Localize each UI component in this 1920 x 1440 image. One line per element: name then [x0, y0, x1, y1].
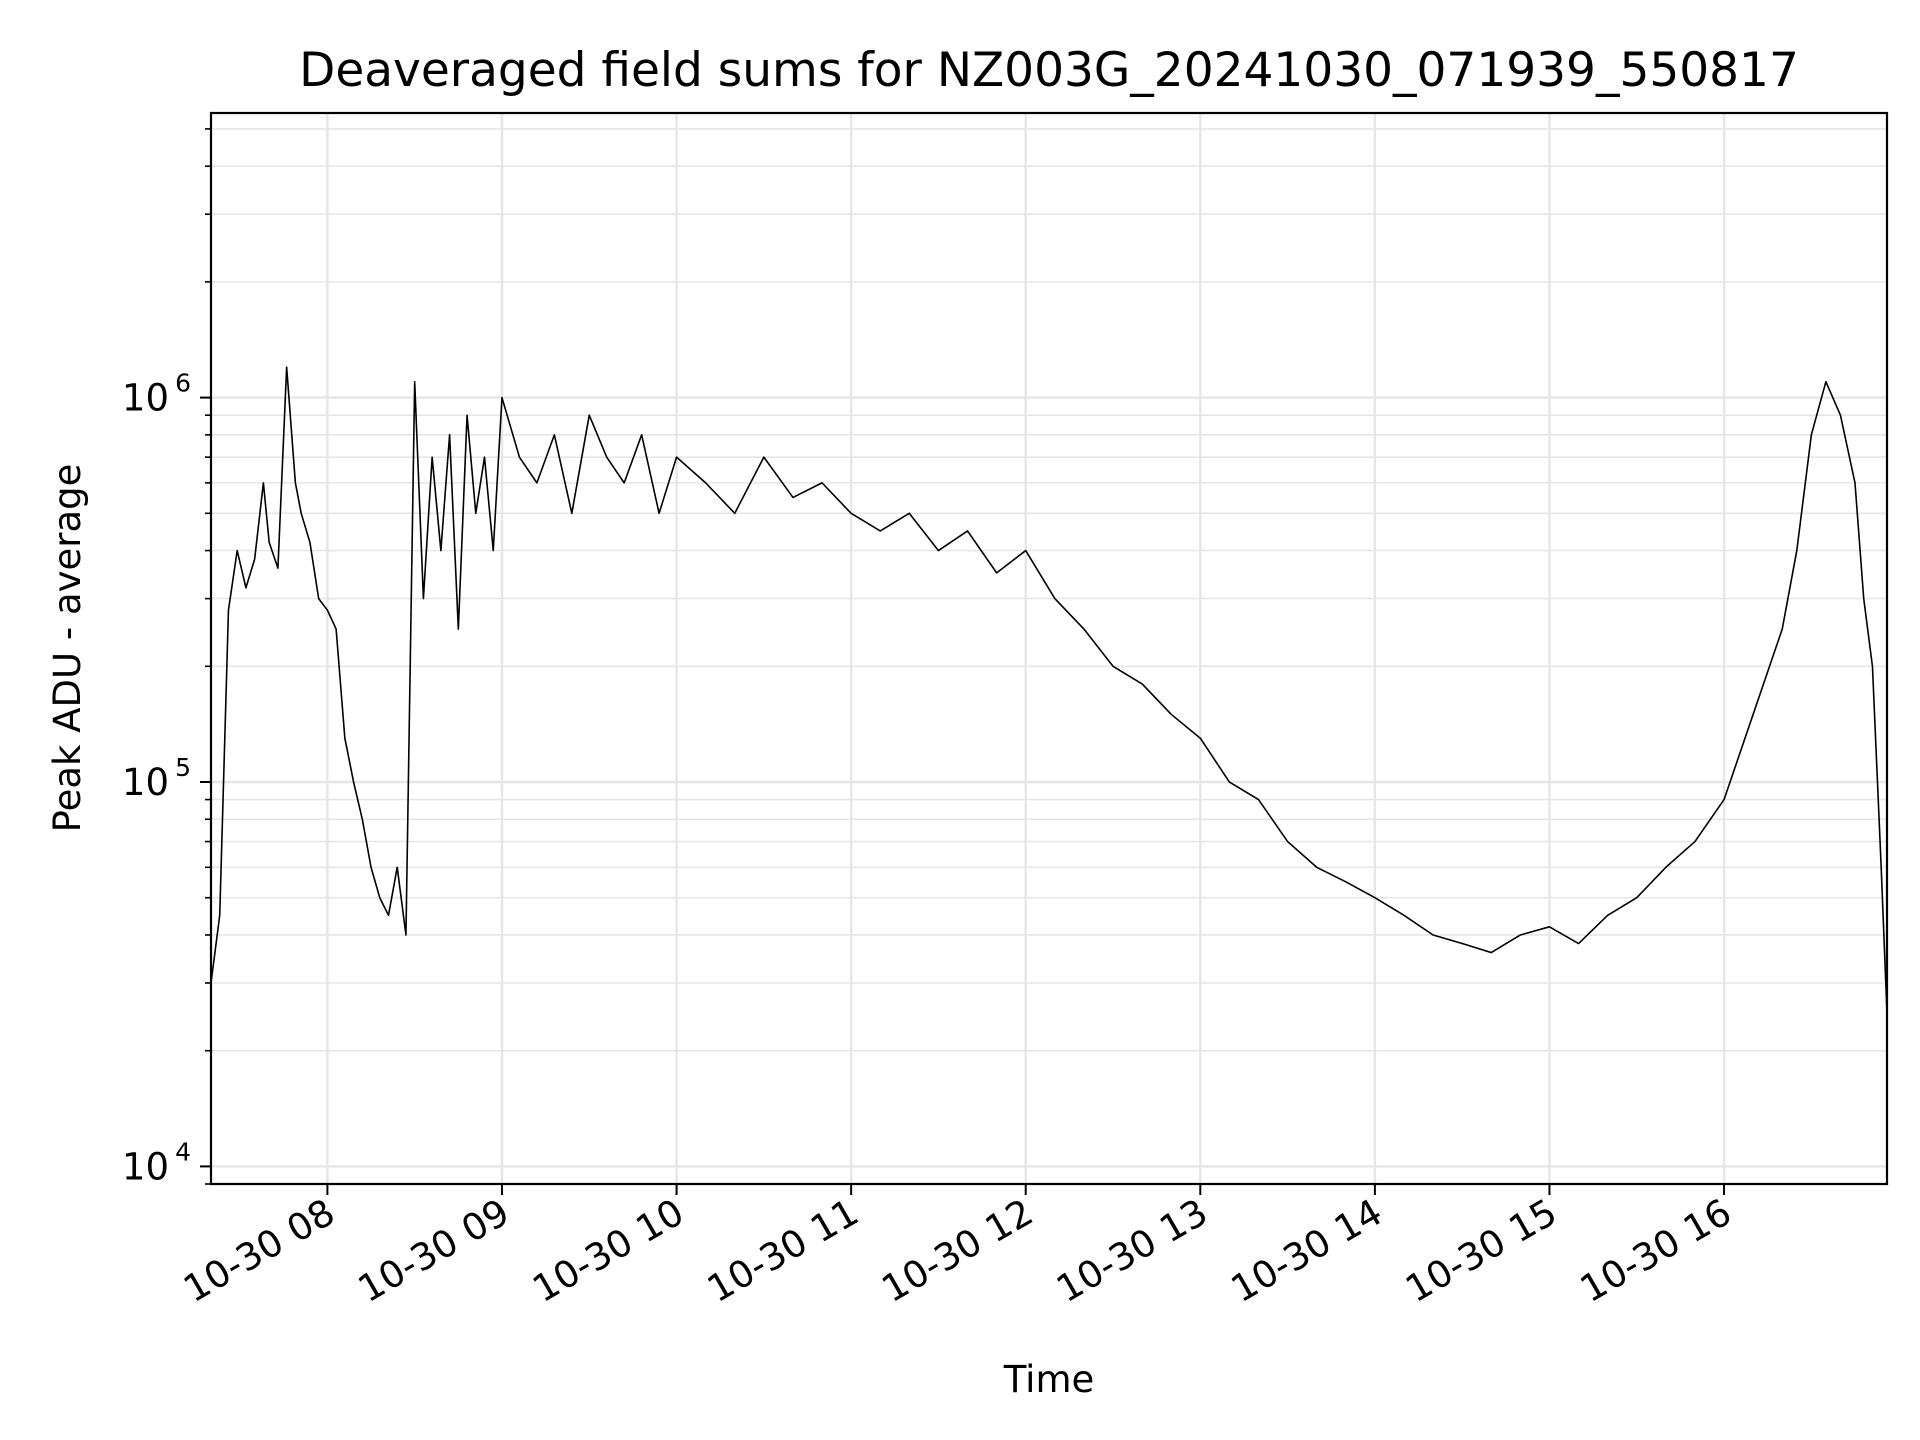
chart-title: Deaveraged field sums for NZ003G_2024103…: [299, 43, 1799, 98]
y-tick-label: 10: [122, 377, 169, 420]
grid-lines: [211, 113, 1887, 1185]
y-tick-label: 10: [122, 1145, 169, 1188]
y-axis-label: Peak ADU - average: [46, 464, 89, 833]
series-line-0: [210, 366, 1888, 1014]
series-layer: [210, 366, 1888, 1014]
y-tick-label-exponent: 4: [175, 1137, 191, 1166]
y-tick-label-exponent: 5: [175, 753, 191, 782]
y-tick-label: 10: [122, 761, 169, 804]
y-tick-label-exponent: 6: [175, 369, 191, 398]
plot-frame: [209, 111, 1889, 1186]
x-axis-label: Time: [1003, 1358, 1095, 1401]
